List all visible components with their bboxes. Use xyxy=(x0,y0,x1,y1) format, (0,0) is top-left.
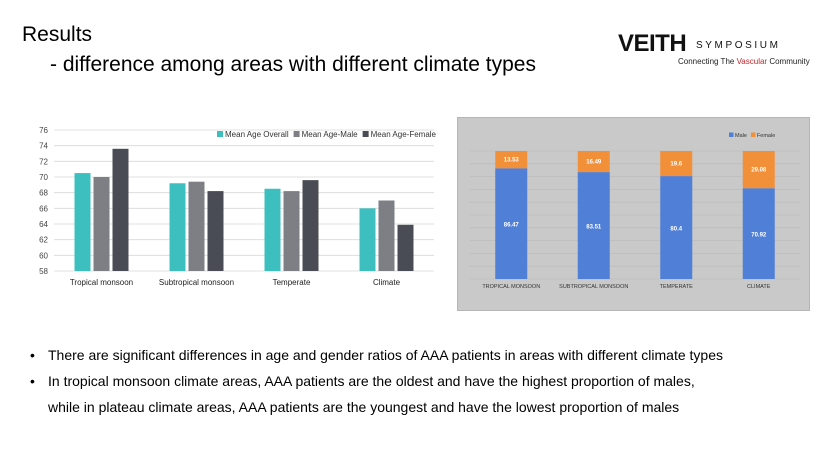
y-tick-label: 74 xyxy=(39,142,48,151)
legend-label: Mean Age Overall xyxy=(225,130,289,139)
bar-male-1 xyxy=(577,172,610,279)
bar-male-0 xyxy=(495,168,528,279)
x-tick-label: Climate xyxy=(373,278,401,287)
legend-label: Mean Age-Female xyxy=(371,130,437,139)
y-tick-label: 62 xyxy=(39,236,48,245)
bar-climate-0 xyxy=(359,208,376,271)
data-label-female: 19.6 xyxy=(670,162,682,168)
bar-tropical-monsoon-2 xyxy=(112,148,129,271)
finding-1-text: There are significant differences in age… xyxy=(48,347,723,363)
logo-brand: VEITH xyxy=(618,30,687,57)
x-tick-label: CLIMATE xyxy=(747,284,771,290)
data-label-male: 70.92 xyxy=(751,233,767,239)
data-label-male: 86.47 xyxy=(504,223,520,229)
x-tick-label: Temperate xyxy=(273,278,311,287)
x-tick-label: Tropical monsoon xyxy=(70,278,133,287)
veith-logo: VEITH SYMPOSIUM Connecting The Vascular … xyxy=(618,30,818,70)
bar-subtropical-monsoon-0 xyxy=(169,183,186,271)
bar-male-2 xyxy=(660,176,693,279)
logo-tagline-prefix: Connecting The xyxy=(678,57,737,66)
y-tick-label: 72 xyxy=(39,157,48,166)
data-label-female: 13.53 xyxy=(504,158,520,164)
bar-female-1 xyxy=(577,151,610,173)
slide-subtitle: - difference among areas with different … xyxy=(50,53,536,76)
finding-2: • In tropical monsoon climate areas, AAA… xyxy=(30,368,820,394)
y-tick-label: 66 xyxy=(39,204,48,213)
finding-2-continued: while in plateau climate areas, AAA pati… xyxy=(30,394,820,420)
legend-swatch xyxy=(293,131,300,137)
bar-climate-1 xyxy=(378,200,395,271)
y-tick-label: 60 xyxy=(39,251,48,260)
gender-ratio-chart-panel: 86.47 13.53 TROPICAL MONSOON 83.51 16.49 SUBT… xyxy=(457,117,810,311)
data-label-female: 29.08 xyxy=(751,168,767,174)
bar-temperate-0 xyxy=(264,188,281,271)
data-label-female: 16.49 xyxy=(586,160,602,166)
x-tick-label: SUBTROPICAL MONSOON xyxy=(559,284,628,290)
bar-climate-2 xyxy=(397,224,414,271)
legend-label: Mean Age-Male xyxy=(302,130,359,139)
bar-female-3 xyxy=(742,151,775,189)
legend-swatch xyxy=(362,131,369,137)
bar-female-0 xyxy=(495,151,528,169)
legend-swatch xyxy=(729,132,734,137)
bar-tropical-monsoon-1 xyxy=(93,177,110,271)
logo-tagline-suffix: Community xyxy=(767,57,810,66)
bar-temperate-2 xyxy=(302,180,319,271)
bar-male-3 xyxy=(742,188,775,279)
data-label-male: 83.51 xyxy=(586,225,602,231)
bar-subtropical-monsoon-2 xyxy=(207,191,224,271)
finding-2-text-line1: In tropical monsoon climate areas, AAA p… xyxy=(48,373,695,389)
bar-temperate-1 xyxy=(283,191,300,271)
y-tick-label: 58 xyxy=(39,267,48,276)
y-tick-label: 64 xyxy=(39,220,48,229)
legend-swatch xyxy=(750,132,756,137)
legend-swatch xyxy=(217,131,223,137)
x-tick-label: TROPICAL MONSOON xyxy=(482,284,540,290)
legend-label: Female xyxy=(757,133,775,139)
legend-label: Male xyxy=(735,133,747,139)
logo-brand-suffix: SYMPOSIUM xyxy=(696,40,781,51)
logo-tagline: Connecting The Vascular Community xyxy=(678,57,810,66)
y-tick-label: 70 xyxy=(39,173,48,182)
data-label-male: 80.4 xyxy=(670,227,682,233)
mean-age-chart: 58 60 62 64 66 68 70 72 74 76 Tropical monsoon Subt… xyxy=(39,126,437,287)
slide-title: Results xyxy=(22,23,93,46)
x-tick-label: TEMPERATE xyxy=(660,284,694,290)
bar-tropical-monsoon-0 xyxy=(74,173,91,271)
logo-tagline-highlight: Vascular xyxy=(736,57,768,66)
bullet-marker: • xyxy=(30,347,35,363)
bullet-marker: • xyxy=(30,373,35,389)
bar-subtropical-monsoon-1 xyxy=(188,181,205,271)
findings-list: • There are significant differences in a… xyxy=(30,342,820,420)
y-tick-label: 68 xyxy=(39,189,48,198)
bar-female-2 xyxy=(660,151,693,177)
y-tick-label: 76 xyxy=(39,126,48,135)
finding-1: • There are significant differences in a… xyxy=(30,342,820,368)
x-tick-label: Subtropical monsoon xyxy=(159,278,234,287)
gender-ratio-chart: 86.47 13.53 TROPICAL MONSOON 83.51 16.49 SUBT… xyxy=(470,132,800,290)
finding-2-text-line2: while in plateau climate areas, AAA pati… xyxy=(48,399,680,415)
